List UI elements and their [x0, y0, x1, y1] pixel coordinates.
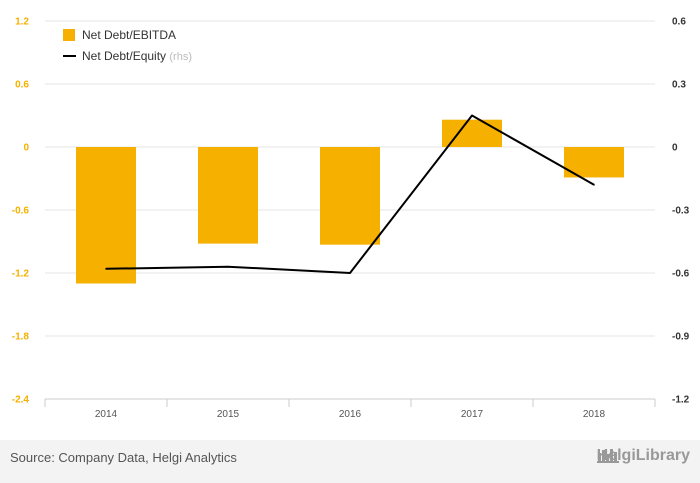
left-axis-tick-label: -2.4 [12, 395, 30, 406]
x-axis-tick-label: 2017 [461, 409, 484, 420]
brand-logo[interactable]: HelgiLibrary [596, 447, 690, 465]
point-net-debt-equity-2015 [227, 265, 229, 268]
bar-net-debt-ebitda-2016 [320, 147, 380, 245]
left-axis-tick-label: -1.2 [12, 269, 30, 280]
line-series [105, 114, 595, 274]
legend: Net Debt/EBITDA Net Debt/Equity (rhs) [63, 28, 192, 63]
point-net-debt-equity-2017 [471, 114, 473, 117]
left-axis-tick-label: -0.6 [12, 206, 30, 217]
right-axis-tick-label: -0.6 [672, 269, 690, 280]
helgi-library-icon [596, 449, 619, 463]
left-axis-tick-label: 0.6 [15, 80, 29, 91]
left-axis-tick-label: 0 [23, 143, 29, 154]
x-axis-tick-label: 2016 [339, 409, 362, 420]
brand-name: HelgiLibrary [596, 447, 690, 464]
legend-label-bar: Net Debt/EBITDA [82, 28, 176, 42]
legend-label-line: Net Debt/Equity (rhs) [82, 49, 192, 63]
left-axis-tick-label: 1.2 [15, 17, 29, 28]
chart: 1.2 0.6 0 -0.6 -1.2 -1.8 -2.4 0.6 0.3 0 -0.3 -0.6 -0… [12, 17, 690, 421]
right-axis-tick-label: 0.6 [672, 17, 686, 28]
footer: Source: Company Data, Helgi Analytics He… [0, 440, 700, 483]
bar-series [76, 119, 624, 284]
right-axis-tick-label: 0 [672, 143, 678, 154]
x-axis-tick-label: 2018 [583, 409, 606, 420]
x-axis-tick-label: 2014 [95, 409, 118, 420]
axes: 1.2 0.6 0 -0.6 -1.2 -1.8 -2.4 0.6 0.3 0 -0.3 -0.6 -0… [12, 17, 690, 421]
left-axis-tick-label: -1.8 [12, 332, 30, 343]
source-text: Source: Company Data, Helgi Analytics [10, 450, 237, 465]
x-axis-tick-label: 2015 [217, 409, 240, 420]
point-net-debt-equity-2016 [349, 272, 351, 274]
right-axis-tick-label: -1.2 [672, 395, 690, 406]
right-axis-tick-label: 0.3 [672, 80, 686, 91]
point-net-debt-equity-2018 [593, 184, 595, 186]
bar-net-debt-ebitda-2014 [76, 147, 136, 284]
bar-net-debt-ebitda-2015 [198, 147, 258, 244]
legend-swatch-bar [63, 29, 75, 41]
point-net-debt-equity-2014 [105, 268, 107, 270]
right-axis-tick-label: -0.9 [672, 332, 690, 343]
right-axis-tick-label: -0.3 [672, 206, 690, 217]
